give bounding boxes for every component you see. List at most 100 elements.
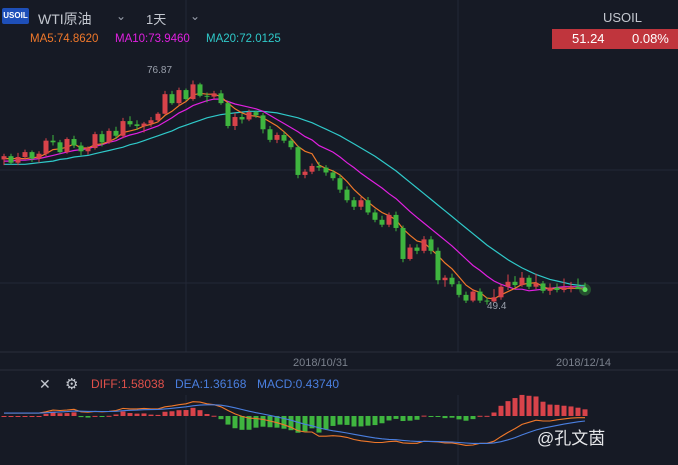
candle-body <box>477 291 483 301</box>
symbol-selector[interactable]: WTI原油 <box>38 11 92 27</box>
chevron-down-icon[interactable]: ⌄ <box>190 9 201 23</box>
candlesticks <box>1 80 588 305</box>
candle-body <box>155 113 161 121</box>
macd-bar <box>211 415 217 417</box>
macd-bar <box>400 416 406 422</box>
macd-bar <box>477 415 483 417</box>
chevron-down-icon[interactable]: ⌄ <box>116 9 127 23</box>
gear-icon[interactable]: ⚙ <box>65 376 79 393</box>
candle-body <box>162 94 168 114</box>
macd-bar <box>421 415 427 417</box>
candle-body <box>393 214 399 228</box>
price-ticker[interactable]: USOIL 51.24 0.08% <box>548 7 678 49</box>
ticker-price-box: 51.24 0.08% <box>552 29 678 49</box>
symbol-logo: USOIL <box>2 8 29 24</box>
candle-body <box>141 123 147 126</box>
macd-bar <box>57 413 63 416</box>
macd-bar <box>302 416 308 432</box>
candle-body <box>8 156 14 163</box>
candle-body <box>512 281 518 286</box>
macd-bar <box>141 413 147 416</box>
macd-bar <box>351 416 357 427</box>
ticker-name: USOIL <box>602 10 642 25</box>
candle-body <box>309 165 315 172</box>
candle-body <box>407 247 413 259</box>
macd-bar <box>323 416 329 430</box>
macd-bar <box>526 395 532 416</box>
candle-body <box>197 84 203 96</box>
high-price-label: 76.87 <box>147 65 173 76</box>
ticker-price: 51.24 <box>572 31 605 46</box>
macd-bar <box>78 416 84 418</box>
interval-selector[interactable]: 1天 <box>146 12 167 27</box>
macd-bar <box>344 416 350 425</box>
macd-bar <box>568 406 574 416</box>
macd-bar <box>547 404 553 416</box>
macd-bar <box>484 415 490 417</box>
candle-body <box>29 152 35 159</box>
candle-body <box>36 153 42 159</box>
candle-body <box>71 139 77 146</box>
candle-body <box>43 140 49 154</box>
macd-bar <box>498 405 504 416</box>
candle-body <box>442 277 448 281</box>
ma20-line <box>4 110 586 287</box>
low-price-label: 49.4 <box>487 301 507 312</box>
macd-bar <box>365 416 371 426</box>
candle-body <box>302 171 308 175</box>
macd-bar <box>162 411 168 416</box>
macd-bar <box>239 416 245 430</box>
macd-bar <box>218 416 224 420</box>
candle-body <box>358 200 364 207</box>
candle-body <box>533 283 539 287</box>
ma20-label: MA20:72.0125 <box>206 33 281 45</box>
candle-body <box>120 121 126 136</box>
macd-bar <box>225 416 231 425</box>
macd-bar <box>50 411 56 416</box>
macd-bar <box>456 416 462 420</box>
macd-bar <box>533 396 539 416</box>
macd-bar <box>561 405 567 416</box>
candle-body <box>85 148 91 152</box>
candle-body <box>498 286 504 298</box>
candle-body <box>22 152 28 157</box>
candle-body <box>127 121 133 125</box>
candle-body <box>260 115 266 130</box>
macd-bar <box>582 409 588 416</box>
macd-bar <box>36 416 42 417</box>
macd-bar <box>428 416 434 417</box>
candle-body <box>274 134 280 140</box>
macd-bar <box>22 416 28 417</box>
macd-bar <box>148 414 154 416</box>
macd-bar <box>64 413 70 416</box>
macd-bar <box>393 416 399 419</box>
macd-bar <box>512 398 518 416</box>
macd-bar <box>337 416 343 425</box>
macd-label: MACD:0.43740 <box>257 377 340 391</box>
candle-body <box>218 93 224 104</box>
candle-body <box>176 90 182 104</box>
candle-body <box>428 239 434 251</box>
macd-bar <box>470 416 476 420</box>
macd-bar <box>197 410 203 416</box>
macd-bar <box>43 413 49 416</box>
candle-body <box>414 247 420 251</box>
candle-body <box>246 112 252 120</box>
candle-body <box>134 124 140 126</box>
macd-bar <box>442 416 448 419</box>
x-axis-label: 2018/12/14 <box>556 357 612 369</box>
candle-body <box>106 130 112 143</box>
candle-body <box>463 294 469 301</box>
macd-bar <box>183 410 189 416</box>
macd-bar <box>232 416 238 429</box>
candle-body <box>344 189 350 201</box>
candle-body <box>92 134 98 149</box>
macd-bar <box>260 416 266 427</box>
candle-body <box>519 277 525 286</box>
close-icon[interactable]: ✕ <box>39 376 51 392</box>
macd-bar <box>435 416 441 417</box>
candle-body <box>253 112 259 116</box>
macd-bar <box>8 416 14 417</box>
candle-body <box>50 140 56 143</box>
